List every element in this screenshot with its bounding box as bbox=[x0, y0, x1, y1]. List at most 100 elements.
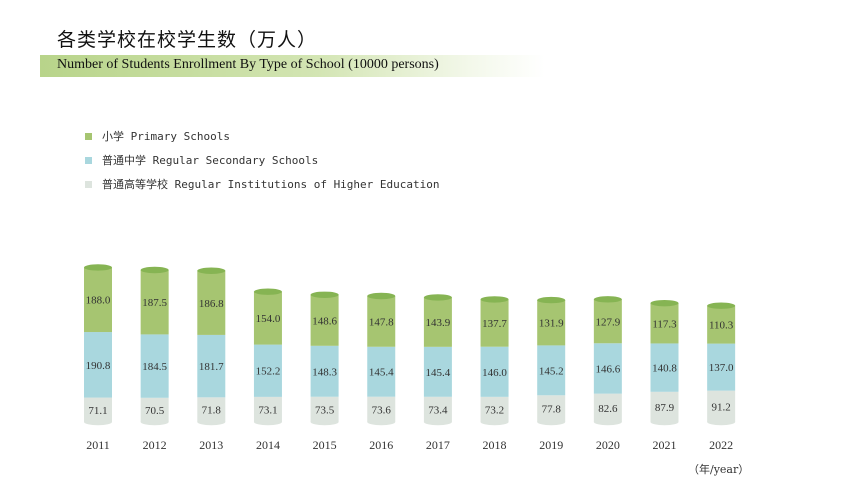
bar-group-2013: 71.8 181.7 186.8 2013 bbox=[197, 267, 226, 452]
data-label-higher-2015: 73.5 bbox=[315, 404, 335, 416]
bar-higher-2020 bbox=[593, 393, 622, 422]
data-label-primary-2014: 154.0 bbox=[256, 313, 281, 325]
bar-primary-2014 bbox=[253, 291, 282, 345]
bar-primary-2011 bbox=[84, 267, 112, 333]
data-label-primary-2020: 127.9 bbox=[595, 316, 620, 328]
data-label-secondary-2016: 145.4 bbox=[369, 367, 394, 379]
data-label-higher-2012: 70.5 bbox=[145, 405, 165, 417]
x-tick-label-2016: 2016 bbox=[369, 438, 393, 452]
legend-swatch-secondary bbox=[85, 156, 92, 164]
bar-group-2015: 73.5 148.3 148.6 2015 bbox=[310, 291, 339, 452]
data-label-higher-2016: 73.6 bbox=[372, 404, 392, 416]
bar-primary-2018 bbox=[480, 299, 509, 347]
data-label-secondary-2021: 140.8 bbox=[652, 363, 677, 375]
legend-label-secondary: 普通中学 Regular Secondary Schools bbox=[102, 154, 319, 167]
bar-group-2014: 73.1 152.2 154.0 2014 bbox=[253, 288, 282, 452]
bar-group-2020: 82.6 146.6 127.9 2020 bbox=[593, 296, 622, 452]
bar-secondary-2018 bbox=[480, 346, 509, 397]
bar-top-cap-2011 bbox=[84, 264, 112, 271]
bar-top-cap-2021 bbox=[650, 299, 679, 307]
data-label-higher-2014: 73.1 bbox=[258, 404, 277, 416]
data-label-secondary-2015: 148.3 bbox=[312, 366, 337, 378]
bar-base-cap-2013 bbox=[197, 418, 226, 426]
bar-secondary-2012 bbox=[140, 334, 169, 398]
bar-base-cap-2016 bbox=[367, 418, 396, 426]
bar-base-cap-2021 bbox=[650, 418, 679, 426]
bar-top-cap-2014 bbox=[253, 288, 282, 295]
bar-base-cap-2014 bbox=[253, 418, 282, 426]
legend-label-primary: 小学 Primary Schools bbox=[102, 130, 230, 143]
bar-top-cap-2017 bbox=[423, 294, 452, 301]
bar-group-2022: 91.2 137.0 110.3 2022 bbox=[707, 302, 736, 452]
x-tick-label-2022: 2022 bbox=[709, 438, 733, 452]
bar-top-cap-2013 bbox=[197, 267, 226, 274]
bar-primary-2022 bbox=[707, 305, 736, 344]
bar-secondary-2019 bbox=[537, 345, 566, 396]
bar-higher-2017 bbox=[423, 396, 452, 422]
x-tick-label-2021: 2021 bbox=[653, 438, 677, 452]
bar-higher-2011 bbox=[84, 397, 112, 422]
data-label-secondary-2012: 184.5 bbox=[142, 361, 167, 373]
bar-group-2019: 77.8 145.2 131.9 2019 bbox=[537, 296, 566, 452]
legend-swatch-higher bbox=[85, 180, 92, 188]
bar-primary-2012 bbox=[140, 270, 169, 335]
data-label-higher-2021: 87.9 bbox=[655, 402, 675, 414]
data-label-higher-2020: 82.6 bbox=[598, 403, 618, 415]
bar-group-2012: 70.5 184.5 187.5 2012 bbox=[140, 266, 169, 452]
legend-item-primary: 小学 Primary Schools bbox=[85, 124, 440, 148]
x-tick-label-2011: 2011 bbox=[86, 438, 110, 452]
bar-top-cap-2015 bbox=[310, 291, 339, 298]
data-label-primary-2017: 143.9 bbox=[426, 317, 451, 329]
bar-top-cap-2018 bbox=[480, 296, 509, 303]
data-label-secondary-2018: 146.0 bbox=[482, 367, 507, 379]
data-label-secondary-2011: 190.8 bbox=[86, 360, 111, 372]
bar-higher-2012 bbox=[140, 397, 169, 422]
chart-title-en: Number of Students Enrollment By Type of… bbox=[57, 57, 439, 72]
bar-primary-2017 bbox=[423, 297, 452, 347]
bar-higher-2016 bbox=[367, 396, 396, 422]
title-banner bbox=[40, 55, 545, 77]
bar-top-cap-2022 bbox=[707, 302, 736, 309]
data-label-primary-2013: 186.8 bbox=[199, 298, 224, 310]
data-label-higher-2011: 71.1 bbox=[88, 405, 107, 417]
bar-higher-2015 bbox=[310, 396, 339, 422]
bar-secondary-2020 bbox=[593, 343, 622, 394]
bar-base-cap-2022 bbox=[707, 418, 736, 426]
bar-secondary-2021 bbox=[650, 343, 679, 392]
data-label-primary-2018: 137.7 bbox=[482, 318, 507, 330]
bar-secondary-2022 bbox=[707, 343, 736, 391]
data-label-primary-2012: 187.5 bbox=[142, 297, 167, 309]
x-tick-label-2013: 2013 bbox=[199, 438, 223, 452]
bar-primary-2020 bbox=[593, 299, 622, 344]
chart-title-zh: 各类学校在校学生数（万人） bbox=[57, 29, 318, 51]
data-label-primary-2021: 117.3 bbox=[652, 318, 677, 330]
x-tick-label-2019: 2019 bbox=[539, 438, 563, 452]
bar-top-cap-2020 bbox=[593, 296, 622, 303]
data-label-secondary-2017: 145.4 bbox=[426, 367, 451, 379]
bar-secondary-2013 bbox=[197, 334, 226, 398]
x-tick-label-2015: 2015 bbox=[313, 438, 337, 452]
bar-higher-2021 bbox=[650, 391, 679, 422]
bar-primary-2015 bbox=[310, 294, 339, 346]
data-label-primary-2016: 147.8 bbox=[369, 316, 394, 328]
x-tick-label-2020: 2020 bbox=[596, 438, 620, 452]
bar-primary-2019 bbox=[537, 300, 566, 346]
bar-group-2017: 73.4 145.4 143.9 2017 bbox=[423, 294, 452, 452]
x-tick-label-2018: 2018 bbox=[483, 438, 507, 452]
x-tick-label-2012: 2012 bbox=[143, 438, 167, 452]
bar-base-cap-2012 bbox=[140, 418, 169, 426]
bar-base-cap-2015 bbox=[310, 418, 339, 426]
legend-label-higher: 普通高等学校 Regular Institutions of Higher Ed… bbox=[102, 178, 440, 191]
data-label-secondary-2019: 145.2 bbox=[539, 365, 564, 377]
bar-base-cap-2017 bbox=[423, 418, 452, 426]
bar-top-cap-2012 bbox=[140, 266, 169, 274]
bar-group-2011: 71.1 190.8 188.0 2011 bbox=[84, 264, 112, 452]
data-label-higher-2013: 71.8 bbox=[202, 405, 222, 417]
data-label-primary-2019: 131.9 bbox=[539, 318, 564, 330]
data-label-secondary-2022: 137.0 bbox=[709, 362, 734, 374]
data-label-secondary-2014: 152.2 bbox=[256, 366, 281, 378]
bar-group-2016: 73.6 145.4 147.8 2016 bbox=[367, 292, 396, 452]
bar-base-cap-2018 bbox=[480, 418, 509, 426]
bar-secondary-2016 bbox=[367, 346, 396, 397]
